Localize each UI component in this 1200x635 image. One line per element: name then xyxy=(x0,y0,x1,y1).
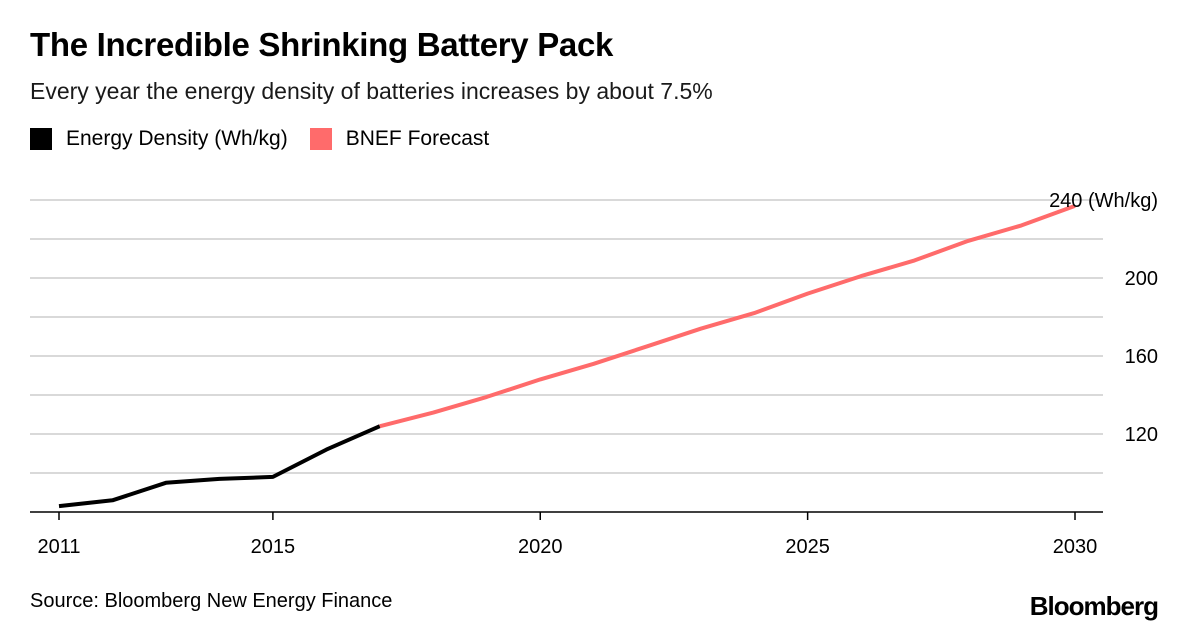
series-lines xyxy=(58,204,1076,509)
tick-labels: 2011 2015 2020 2025 2030 120 160 200 240 (Wh/kg) xyxy=(37,190,1158,558)
legend-label-forecast: BNEF Forecast xyxy=(345,127,490,150)
y-tick-label-240: 240 (Wh/kg) xyxy=(1049,190,1158,212)
y-tick-label-160: 160 xyxy=(1125,346,1158,368)
y-tick-label-120: 120 xyxy=(1125,424,1158,446)
x-tick-label-2030: 2030 xyxy=(1053,536,1098,558)
legend: Energy Density (Wh/kg) BNEF Forecast xyxy=(30,127,511,151)
y-tick-label-200: 200 xyxy=(1125,268,1158,290)
x-tick-label-2011: 2011 xyxy=(37,536,80,558)
x-tick-label-2025: 2025 xyxy=(785,536,830,558)
legend-item-history: Energy Density (Wh/kg) xyxy=(30,127,288,151)
x-tick-label-2015: 2015 xyxy=(251,536,296,558)
chart-title: The Incredible Shrinking Battery Pack xyxy=(30,26,614,63)
bloomberg-logo: Bloomberg xyxy=(1029,591,1159,621)
legend-swatch-forecast xyxy=(309,128,332,150)
series-line-bnef-forecast xyxy=(379,204,1076,429)
x-tick-label-2020: 2020 xyxy=(518,536,563,558)
chart-subtitle: Every year the energy density of batteri… xyxy=(30,78,713,104)
legend-label-history: Energy Density (Wh/kg) xyxy=(66,127,288,150)
legend-item-forecast: BNEF Forecast xyxy=(309,127,490,151)
legend-swatch-history xyxy=(30,128,52,150)
source-note: Source: Bloomberg New Energy Finance xyxy=(30,590,393,612)
series-line-energy-density xyxy=(58,424,381,509)
grid-lines xyxy=(30,199,1103,513)
